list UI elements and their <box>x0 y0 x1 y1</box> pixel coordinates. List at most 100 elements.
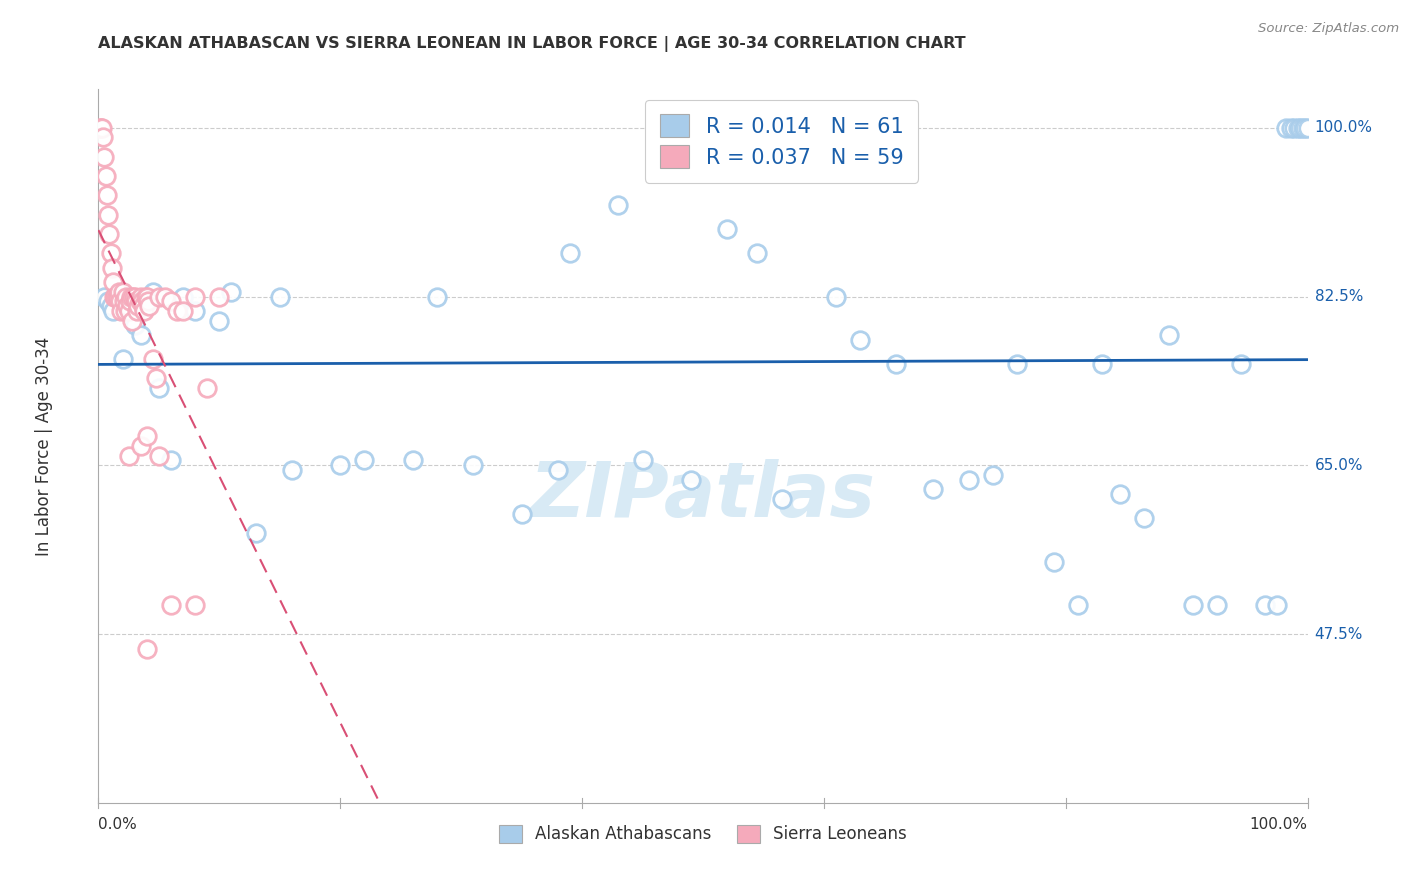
Point <box>148 381 170 395</box>
Point <box>115 289 138 303</box>
Point <box>100 246 122 260</box>
Point <box>135 641 157 656</box>
Point <box>97 208 120 222</box>
Text: 82.5%: 82.5% <box>1315 289 1362 304</box>
Point <box>120 289 142 303</box>
Point <box>132 299 155 313</box>
Point <box>104 289 127 303</box>
Point <box>128 294 150 309</box>
Point <box>107 289 129 303</box>
Point <box>1206 598 1229 612</box>
Point <box>135 289 157 303</box>
Point <box>135 294 157 309</box>
Point <box>1067 598 1090 612</box>
Point <box>129 328 152 343</box>
Point <box>921 483 943 497</box>
Point <box>96 188 118 202</box>
Point <box>426 289 449 303</box>
Point <box>160 453 183 467</box>
Point <box>172 304 194 318</box>
Point <box>153 289 176 303</box>
Point <box>148 449 170 463</box>
Point <box>631 453 654 467</box>
Point <box>1254 598 1277 612</box>
Point <box>747 246 769 260</box>
Point <box>98 227 121 241</box>
Point <box>547 463 569 477</box>
Point <box>100 299 122 313</box>
Point <box>138 299 160 313</box>
Point <box>607 198 630 212</box>
Point <box>402 453 425 467</box>
Point <box>1157 328 1180 343</box>
Point <box>134 304 156 318</box>
Point <box>1230 357 1253 371</box>
Point <box>208 289 231 303</box>
Text: Source: ZipAtlas.com: Source: ZipAtlas.com <box>1258 22 1399 36</box>
Point <box>93 150 115 164</box>
Point <box>329 458 352 473</box>
Point <box>148 289 170 303</box>
Point <box>124 289 146 303</box>
Point <box>127 304 149 318</box>
Text: ALASKAN ATHABASCAN VS SIERRA LEONEAN IN LABOR FORCE | AGE 30-34 CORRELATION CHAR: ALASKAN ATHABASCAN VS SIERRA LEONEAN IN … <box>98 36 966 52</box>
Point <box>89 120 111 135</box>
Text: 47.5%: 47.5% <box>1315 626 1362 641</box>
Point <box>118 294 141 309</box>
Point <box>886 357 908 371</box>
Point <box>91 120 114 135</box>
Point <box>114 304 136 318</box>
Point <box>1042 555 1064 569</box>
Point <box>221 285 243 299</box>
Point <box>1294 120 1316 135</box>
Point <box>184 304 207 318</box>
Point <box>127 299 149 313</box>
Text: 65.0%: 65.0% <box>1315 458 1362 473</box>
Point <box>105 289 128 303</box>
Text: 100.0%: 100.0% <box>1250 817 1308 832</box>
Text: ZIPatlas: ZIPatlas <box>530 459 876 533</box>
Point <box>129 289 152 303</box>
Point <box>97 294 120 309</box>
Point <box>160 598 183 612</box>
Point <box>124 318 146 333</box>
Point <box>172 289 194 303</box>
Point <box>957 473 980 487</box>
Point <box>1296 120 1319 135</box>
Point <box>108 285 131 299</box>
Point <box>558 246 581 260</box>
Point <box>145 371 167 385</box>
Legend: Alaskan Athabascans, Sierra Leoneans: Alaskan Athabascans, Sierra Leoneans <box>491 816 915 852</box>
Point <box>94 169 117 183</box>
Point <box>122 289 145 303</box>
Point <box>118 304 141 318</box>
Point <box>1279 120 1302 135</box>
Point <box>208 313 231 327</box>
Point <box>1181 598 1204 612</box>
Point <box>184 598 207 612</box>
Point <box>269 289 291 303</box>
Point <box>195 381 218 395</box>
Point <box>101 304 124 318</box>
Point <box>281 463 304 477</box>
Point <box>716 222 738 236</box>
Point <box>108 285 131 299</box>
Point <box>136 294 159 309</box>
Point <box>1286 120 1309 135</box>
Point <box>100 260 122 275</box>
Point <box>90 120 112 135</box>
Point <box>112 294 135 309</box>
Point <box>135 429 157 443</box>
Point <box>142 352 165 367</box>
Point <box>118 294 141 309</box>
Point <box>849 333 872 347</box>
Point <box>117 299 139 313</box>
Point <box>245 525 267 540</box>
Point <box>101 275 124 289</box>
Point <box>110 304 132 318</box>
Point <box>1091 357 1114 371</box>
Point <box>105 289 128 303</box>
Point <box>103 289 125 303</box>
Point <box>981 467 1004 482</box>
Point <box>91 130 114 145</box>
